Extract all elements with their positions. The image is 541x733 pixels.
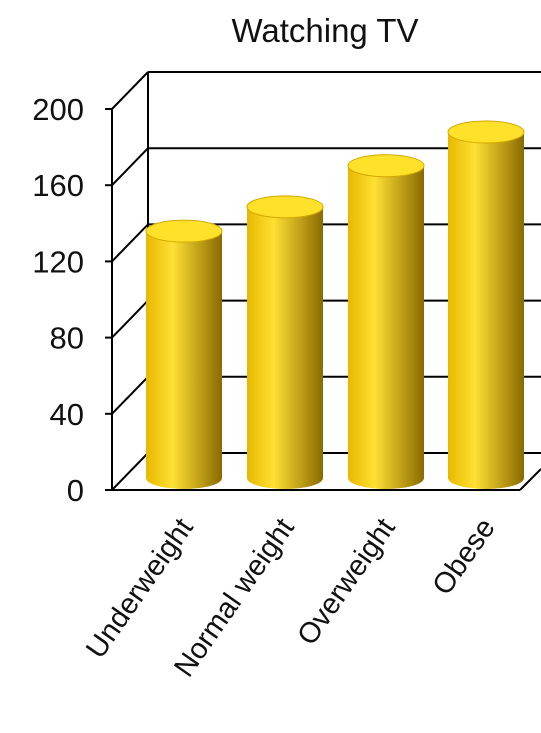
gridline-side: [111, 452, 149, 491]
y-axis-ticks: 0 40 80 120 160 200: [32, 92, 84, 508]
chart-title: Watching TV: [231, 12, 418, 49]
y-tick-label: 120: [32, 244, 84, 279]
bar-top: [246, 195, 324, 219]
bar-body: [348, 165, 424, 489]
floor-edge: [519, 468, 541, 491]
bar: [246, 195, 324, 489]
bar-body: [146, 231, 222, 489]
bar-top: [347, 154, 425, 178]
gridline-side: [111, 71, 149, 110]
gridline-side: [111, 223, 149, 263]
bars: [145, 120, 525, 490]
bar: [347, 154, 425, 489]
bar-top: [447, 120, 525, 144]
bar: [145, 219, 223, 489]
bar-body: [448, 132, 524, 490]
bar: [447, 120, 525, 490]
y-tick-label: 200: [32, 92, 84, 127]
y-tick-label: 160: [32, 168, 84, 203]
x-tick-label: Overweight: [291, 513, 401, 652]
gridline-side: [111, 299, 149, 339]
gridline-side: [111, 376, 149, 415]
y-tick-label: 80: [50, 321, 84, 356]
y-tick-label: 0: [67, 473, 84, 508]
bar-top: [145, 219, 223, 243]
bar-body: [247, 206, 323, 489]
gridline-side: [111, 147, 149, 186]
y-tick-label: 40: [50, 397, 84, 432]
x-tick-label: Underweight: [80, 513, 200, 665]
x-tick-label: Obese: [427, 513, 502, 601]
